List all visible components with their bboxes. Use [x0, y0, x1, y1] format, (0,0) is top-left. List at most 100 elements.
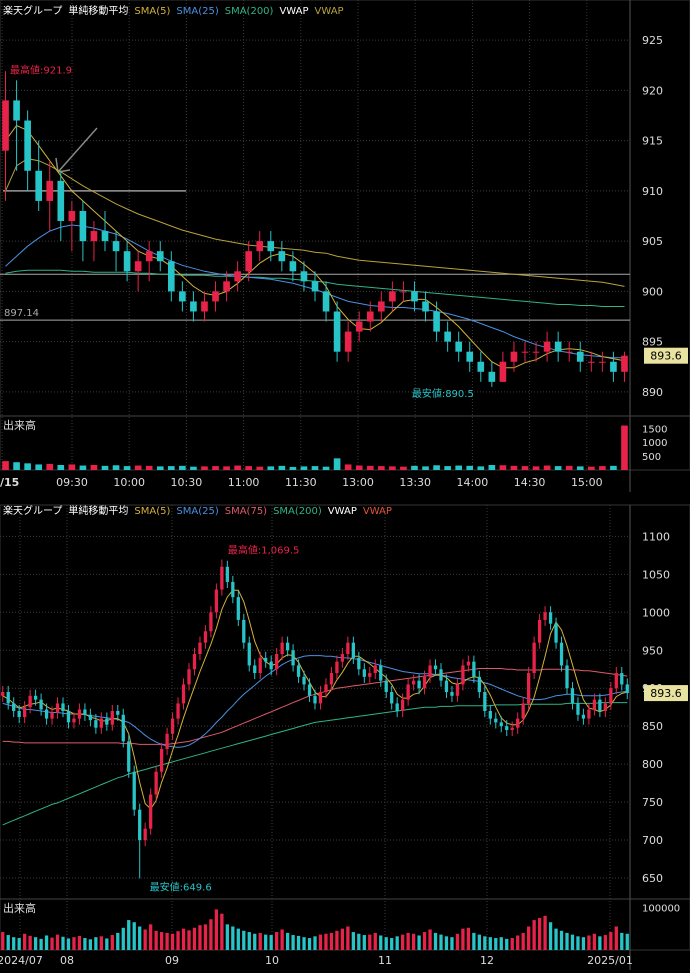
- volume-bar: [477, 934, 481, 950]
- volume-bar: [190, 466, 197, 470]
- volume-bar: [621, 425, 628, 470]
- volume-bar: [554, 928, 558, 950]
- x-tick-label: 13:00: [342, 476, 374, 489]
- legend-entry: 単純移動平均: [68, 4, 128, 17]
- candle-body: [88, 714, 93, 721]
- volume-bar: [488, 465, 496, 470]
- y-tick-label: 890: [642, 386, 663, 399]
- candle-body: [170, 718, 175, 734]
- candle-body: [466, 351, 474, 362]
- volume-bar: [625, 933, 629, 950]
- volume-bar: [300, 466, 308, 470]
- volume-bar: [311, 466, 319, 470]
- volume-bar: [329, 932, 334, 950]
- candle-body: [57, 180, 65, 222]
- volume-bar: [614, 926, 618, 950]
- volume-bar: [450, 937, 454, 950]
- daily-chart-panel: 1100105010009509008508007507006502024/07…: [0, 504, 690, 970]
- candle-body: [439, 669, 443, 681]
- volume-bar: [225, 924, 229, 950]
- volume-bar: [366, 465, 374, 470]
- candle-body: [179, 291, 186, 302]
- legend-entry: 単純移動平均: [68, 504, 128, 517]
- volume-bar: [212, 466, 219, 470]
- candle-body: [149, 794, 153, 829]
- volume-bar: [278, 465, 286, 470]
- candle-body: [450, 692, 454, 696]
- vwap-line: [5, 158, 625, 287]
- volume-bar: [99, 936, 103, 950]
- candle-body: [609, 688, 613, 704]
- candle-body: [2, 100, 9, 151]
- volume-bar: [494, 938, 498, 950]
- volume-bar: [13, 462, 20, 470]
- volume-bar: [123, 466, 131, 470]
- candle-body: [621, 355, 628, 372]
- candle-body: [428, 665, 432, 677]
- candle-body: [543, 341, 551, 352]
- volume-bar: [247, 932, 251, 950]
- volume-bar: [477, 466, 485, 470]
- volume-bar: [570, 934, 575, 950]
- candle-body: [220, 566, 224, 590]
- candle-body: [400, 291, 407, 293]
- low-value-label: 最安値:649.6: [150, 880, 212, 893]
- volume-bar: [61, 936, 65, 950]
- volume-bar: [322, 466, 330, 470]
- volume-bar: [588, 466, 595, 470]
- volume-bar: [165, 932, 169, 950]
- volume-bar: [368, 934, 372, 950]
- volume-bar: [181, 928, 186, 950]
- volume-bar: [620, 932, 624, 950]
- volume-bar: [291, 935, 295, 950]
- candle-body: [373, 665, 377, 674]
- volume-bar: [532, 920, 536, 950]
- last-price-label: 893.6: [650, 687, 682, 700]
- candle-body: [516, 718, 520, 728]
- candle-body: [17, 711, 21, 718]
- volume-bar: [132, 922, 136, 950]
- volume-tick-label: 500: [642, 452, 661, 463]
- candle-body: [422, 676, 427, 689]
- legend-entry: SMA(5): [134, 506, 170, 517]
- candle-body: [406, 684, 410, 700]
- last-price-label: 893.6: [650, 350, 682, 363]
- volume-bar: [267, 466, 275, 470]
- candle-body: [610, 361, 617, 372]
- volume-bar: [112, 465, 120, 470]
- volume-tick-label: 100000: [642, 903, 680, 914]
- volume-bar: [33, 937, 38, 950]
- candle-body: [253, 665, 257, 674]
- volume-bar: [422, 466, 429, 470]
- candle-body: [603, 703, 607, 711]
- candle-body: [50, 712, 54, 719]
- candle-body: [33, 695, 38, 700]
- candle-body: [318, 692, 323, 704]
- legend-entry: SMA(200): [225, 6, 274, 17]
- legend-entry: SMA(5): [134, 6, 170, 17]
- y-tick-label: 1000: [642, 606, 670, 619]
- volume-bar: [565, 465, 573, 470]
- volume-bar: [609, 932, 613, 950]
- candle-body: [90, 231, 98, 242]
- x-tick-label: 09:30: [56, 476, 88, 489]
- y-tick-label: 700: [642, 834, 663, 847]
- y-tick-label: 800: [642, 758, 663, 771]
- candle-body: [72, 718, 76, 723]
- volume-bar: [543, 465, 551, 470]
- x-tick-label: 11:00: [228, 476, 260, 489]
- candle-body: [77, 709, 82, 719]
- volume-bar: [127, 920, 131, 950]
- volume-bar: [50, 937, 54, 950]
- y-tick-label: 650: [642, 872, 663, 885]
- candle-body: [198, 642, 202, 655]
- y-tick-label: 920: [642, 84, 663, 97]
- candle-body: [127, 741, 131, 772]
- candle-body: [455, 684, 460, 696]
- candle-body: [24, 120, 31, 171]
- volume-bar: [335, 930, 339, 950]
- y-tick-label: 850: [642, 720, 663, 733]
- volume-bar: [466, 927, 471, 950]
- candle-body: [1, 692, 5, 696]
